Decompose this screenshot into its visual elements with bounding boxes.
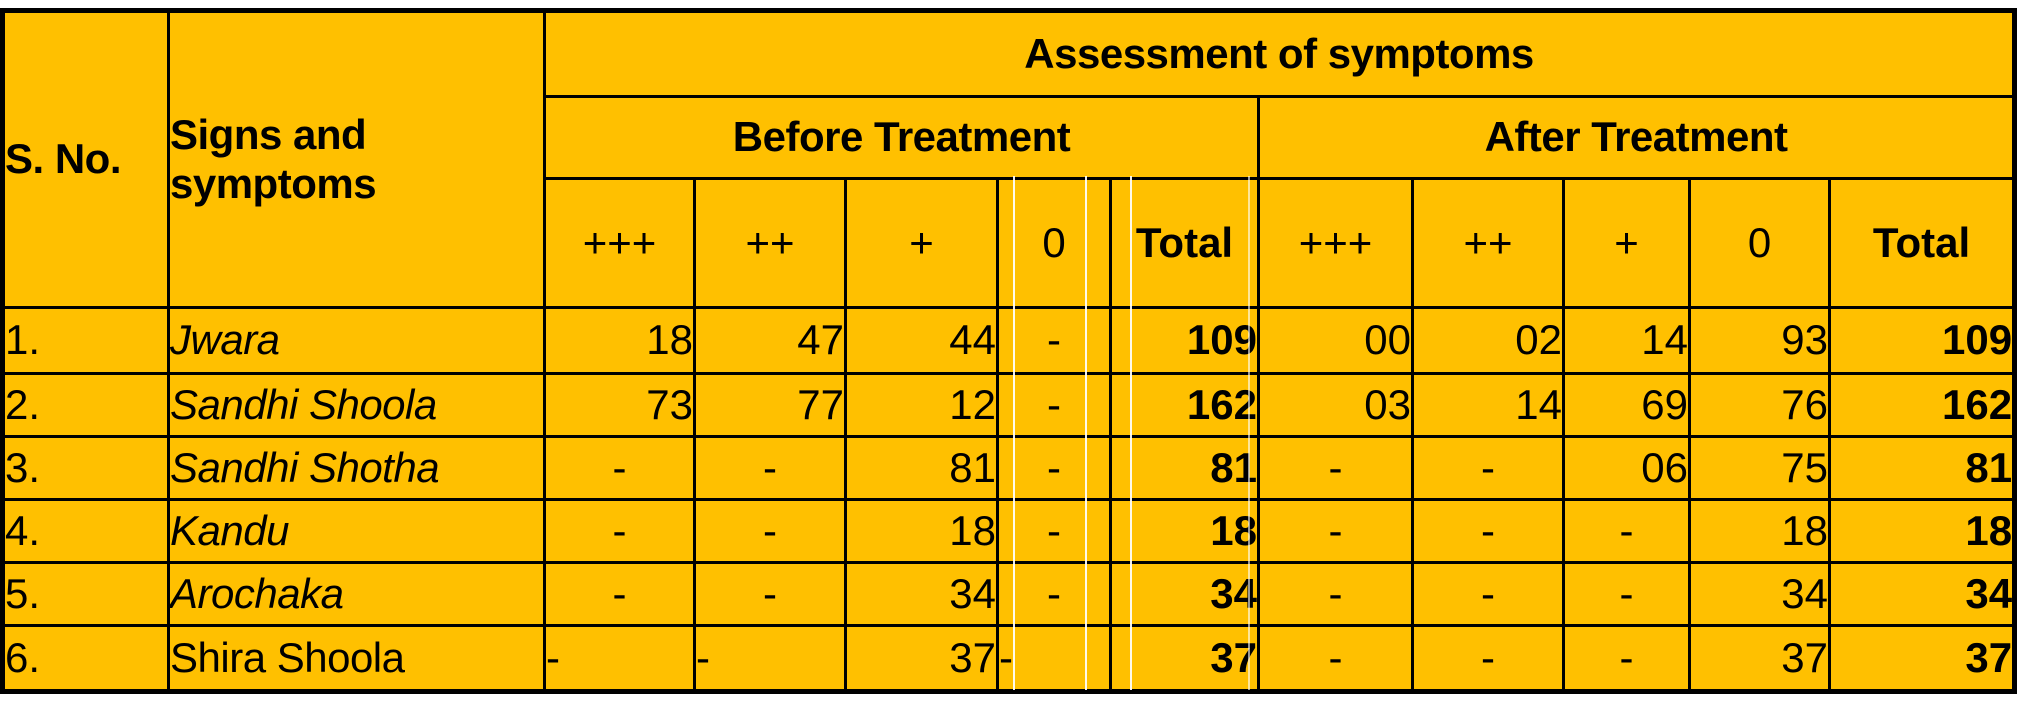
symptom-name-cell: Shira Shoola bbox=[167, 624, 546, 693]
value-cell: - bbox=[1411, 624, 1565, 693]
header-before-plus3: +++ bbox=[543, 177, 696, 309]
total-cell: 18 bbox=[1109, 498, 1260, 564]
total-cell: 34 bbox=[1109, 561, 1260, 627]
table-row-kandu: 4. Kandu - - 18 - 18 - - - 18 18 bbox=[1, 498, 2017, 564]
header-after-plus3: +++ bbox=[1257, 177, 1414, 309]
value-cell: 75 bbox=[1688, 435, 1831, 501]
value-cell: - bbox=[996, 561, 1112, 627]
total-cell: 37 bbox=[1109, 624, 1260, 693]
header-assessment-of-symptoms: Assessment of symptoms bbox=[542, 9, 2017, 98]
sno-cell: 5. bbox=[1, 561, 170, 627]
value-cell: - bbox=[1562, 498, 1691, 564]
value-cell: - bbox=[996, 435, 1112, 501]
header-serial-number: S. No. bbox=[1, 9, 170, 309]
total-cell: 37 bbox=[1827, 624, 2017, 693]
value-cell: 18 bbox=[844, 498, 999, 564]
value-cell: - bbox=[543, 561, 696, 627]
value-cell: - bbox=[996, 498, 1112, 564]
total-cell: 162 bbox=[1827, 372, 2017, 438]
value-cell: 18 bbox=[543, 306, 696, 375]
value-cell: - bbox=[1562, 561, 1691, 627]
value-cell: 47 bbox=[693, 306, 847, 375]
value-cell: - bbox=[693, 435, 847, 501]
total-cell: 81 bbox=[1109, 435, 1260, 501]
value-cell: - bbox=[543, 435, 696, 501]
value-cell: 34 bbox=[844, 561, 999, 627]
value-cell: - bbox=[1257, 624, 1414, 693]
header-before-plus1: + bbox=[844, 177, 999, 309]
value-cell: 69 bbox=[1562, 372, 1691, 438]
header-after-total: Total bbox=[1827, 177, 2017, 309]
value-cell: 81 bbox=[844, 435, 999, 501]
header-before-total: Total bbox=[1109, 177, 1260, 309]
header-signs-and-symptoms: Signs and symptoms bbox=[167, 9, 546, 309]
table-row-arochaka: 5. Arochaka - - 34 - 34 - - - 34 34 bbox=[1, 561, 2017, 627]
table-row-sandhi-shotha: 3. Sandhi Shotha - - 81 - 81 - - 06 75 8… bbox=[1, 435, 2017, 501]
symptoms-assessment-table: S. No. Signs and symptoms Assessment of … bbox=[0, 8, 2018, 694]
header-row-2: Before Treatment After Treatment bbox=[3, 95, 2017, 180]
value-cell: - bbox=[543, 624, 696, 693]
total-cell: 109 bbox=[1827, 306, 2017, 375]
sno-cell: 3. bbox=[1, 435, 170, 501]
header-after-treatment: After Treatment bbox=[1256, 95, 2017, 180]
value-cell: - bbox=[693, 561, 847, 627]
symptom-name-cell: Sandhi Shoola bbox=[167, 372, 546, 438]
value-cell: - bbox=[1562, 624, 1691, 693]
sno-cell: 6. bbox=[1, 624, 170, 693]
value-cell: - bbox=[1257, 498, 1414, 564]
header-before-zero: 0 bbox=[996, 177, 1112, 309]
header-before-plus2: ++ bbox=[693, 177, 847, 309]
value-cell: 93 bbox=[1688, 306, 1831, 375]
total-cell: 162 bbox=[1109, 372, 1260, 438]
symptom-name-cell: Kandu bbox=[167, 498, 546, 564]
value-cell: - bbox=[1257, 435, 1414, 501]
value-cell: - bbox=[996, 372, 1112, 438]
value-cell: - bbox=[693, 624, 847, 693]
sno-cell: 2. bbox=[1, 372, 170, 438]
table-row-shira-shoola: 6. Shira Shoola - - 37 - 37 - - - 37 37 bbox=[1, 624, 2017, 693]
symptom-name-cell: Jwara bbox=[167, 306, 546, 375]
symptom-name-cell: Arochaka bbox=[167, 561, 546, 627]
value-cell: 34 bbox=[1688, 561, 1831, 627]
value-cell: 12 bbox=[844, 372, 999, 438]
value-cell: - bbox=[543, 498, 696, 564]
value-cell: 03 bbox=[1257, 372, 1414, 438]
value-cell: 37 bbox=[1688, 624, 1831, 693]
value-cell: 02 bbox=[1411, 306, 1565, 375]
value-cell: - bbox=[996, 624, 1112, 693]
value-cell: - bbox=[1411, 435, 1565, 501]
value-cell: 14 bbox=[1411, 372, 1565, 438]
symptom-name-cell: Sandhi Shotha bbox=[167, 435, 546, 501]
header-after-plus2: ++ bbox=[1411, 177, 1565, 309]
sno-cell: 1. bbox=[1, 306, 170, 375]
total-cell: 34 bbox=[1827, 561, 2017, 627]
header-row-3: +++ ++ + 0 Total +++ ++ + 0 Total bbox=[3, 177, 2017, 309]
header-before-treatment: Before Treatment bbox=[543, 95, 1260, 180]
value-cell: 18 bbox=[1688, 498, 1831, 564]
header-after-zero: 0 bbox=[1688, 177, 1831, 309]
value-cell: 73 bbox=[543, 372, 696, 438]
header-after-plus1: + bbox=[1562, 177, 1691, 309]
value-cell: 76 bbox=[1688, 372, 1831, 438]
value-cell: 06 bbox=[1562, 435, 1691, 501]
total-cell: 81 bbox=[1827, 435, 2017, 501]
value-cell: - bbox=[1257, 561, 1414, 627]
value-cell: 00 bbox=[1257, 306, 1414, 375]
value-cell: - bbox=[996, 306, 1112, 375]
value-cell: 14 bbox=[1562, 306, 1691, 375]
total-cell: 109 bbox=[1109, 306, 1260, 375]
table-row-jwara: 1. Jwara 18 47 44 - 109 00 02 14 93 109 bbox=[1, 306, 2017, 375]
value-cell: - bbox=[1411, 561, 1565, 627]
sno-cell: 4. bbox=[1, 498, 170, 564]
table-row-sandhi-shoola: 2. Sandhi Shoola 73 77 12 - 162 03 14 69… bbox=[1, 372, 2017, 438]
value-cell: 37 bbox=[844, 624, 999, 693]
header-row-1: S. No. Signs and symptoms Assessment of … bbox=[1, 9, 2017, 309]
total-cell: 18 bbox=[1827, 498, 2017, 564]
value-cell: 44 bbox=[844, 306, 999, 375]
value-cell: - bbox=[1411, 498, 1565, 564]
value-cell: - bbox=[693, 498, 847, 564]
value-cell: 77 bbox=[693, 372, 847, 438]
